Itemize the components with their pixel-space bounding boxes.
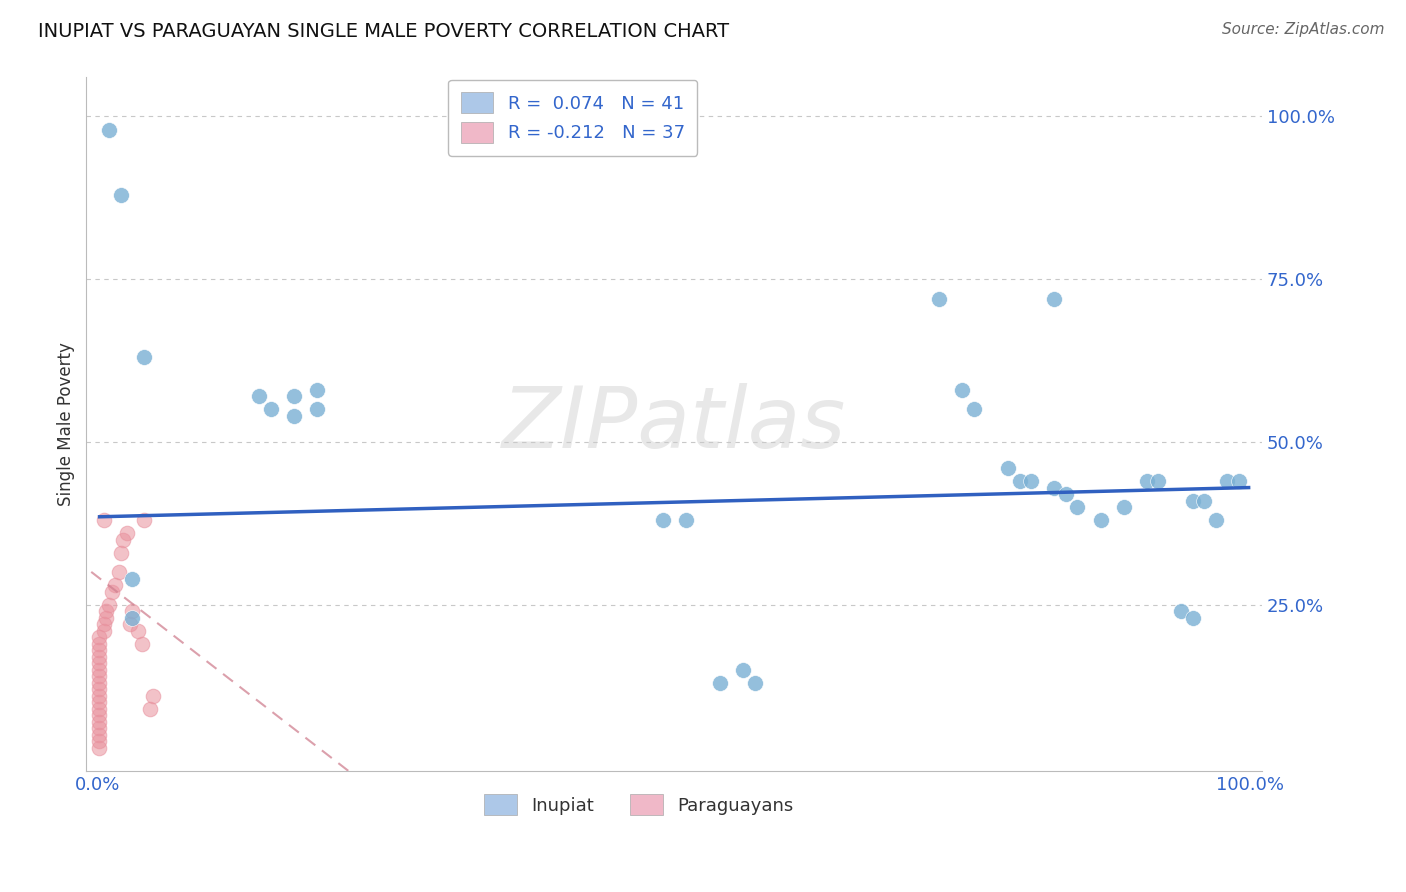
Point — [305, 383, 328, 397]
Point — [87, 702, 110, 716]
Point — [651, 513, 673, 527]
Point — [87, 637, 110, 651]
Point — [1216, 474, 1239, 488]
Point — [1194, 493, 1216, 508]
Point — [121, 604, 143, 618]
Point — [142, 689, 165, 703]
Point — [132, 513, 155, 527]
Point — [1227, 474, 1250, 488]
Point — [247, 389, 270, 403]
Point — [1181, 611, 1204, 625]
Point — [121, 572, 143, 586]
Point — [87, 663, 110, 677]
Point — [87, 728, 110, 742]
Point — [1043, 292, 1066, 306]
Point — [744, 675, 766, 690]
Point — [950, 383, 973, 397]
Point — [100, 584, 122, 599]
Text: ZIPatlas: ZIPatlas — [502, 383, 846, 466]
Point — [305, 402, 328, 417]
Point — [87, 630, 110, 644]
Point — [87, 643, 110, 657]
Point — [1008, 474, 1031, 488]
Point — [120, 617, 142, 632]
Point — [1054, 487, 1077, 501]
Point — [115, 526, 138, 541]
Point — [1090, 513, 1112, 527]
Point — [283, 389, 305, 403]
Point — [104, 578, 127, 592]
Point — [1205, 513, 1227, 527]
Point — [98, 122, 121, 136]
Point — [928, 292, 950, 306]
Point — [98, 598, 121, 612]
Point — [110, 187, 132, 202]
Point — [121, 611, 143, 625]
Point — [997, 461, 1019, 475]
Point — [1147, 474, 1170, 488]
Point — [1170, 604, 1192, 618]
Point — [283, 409, 305, 423]
Point — [93, 624, 115, 638]
Point — [1066, 500, 1088, 514]
Point — [87, 689, 110, 703]
Point — [138, 702, 160, 716]
Legend: Inupiat, Paraguayans: Inupiat, Paraguayans — [475, 785, 803, 824]
Point — [87, 682, 110, 697]
Point — [87, 675, 110, 690]
Point — [93, 617, 115, 632]
Text: Source: ZipAtlas.com: Source: ZipAtlas.com — [1222, 22, 1385, 37]
Point — [112, 533, 135, 547]
Point — [127, 624, 149, 638]
Point — [1112, 500, 1135, 514]
Point — [107, 565, 129, 579]
Point — [733, 663, 755, 677]
Point — [87, 649, 110, 664]
Point — [87, 695, 110, 709]
Point — [110, 546, 132, 560]
Point — [87, 657, 110, 671]
Point — [1043, 481, 1066, 495]
Point — [260, 402, 283, 417]
Point — [709, 675, 731, 690]
Point — [131, 637, 153, 651]
Point — [93, 513, 115, 527]
Point — [675, 513, 697, 527]
Point — [87, 734, 110, 748]
Text: INUPIAT VS PARAGUAYAN SINGLE MALE POVERTY CORRELATION CHART: INUPIAT VS PARAGUAYAN SINGLE MALE POVERT… — [38, 22, 730, 41]
Point — [94, 611, 117, 625]
Point — [94, 604, 117, 618]
Point — [87, 708, 110, 723]
Point — [1021, 474, 1043, 488]
Point — [1136, 474, 1159, 488]
Point — [87, 714, 110, 729]
Point — [963, 402, 986, 417]
Point — [132, 351, 155, 365]
Y-axis label: Single Male Poverty: Single Male Poverty — [58, 343, 75, 506]
Point — [87, 740, 110, 755]
Point — [1181, 493, 1204, 508]
Point — [87, 722, 110, 736]
Point — [87, 669, 110, 683]
